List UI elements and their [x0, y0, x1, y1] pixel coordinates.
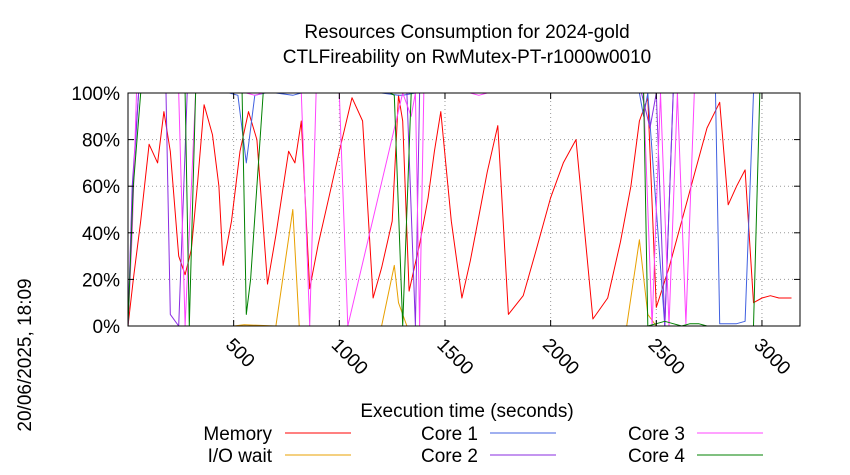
y-tick-label: 40% — [82, 224, 120, 245]
legend-label-core-3: Core 3 — [628, 424, 685, 445]
grid-lines — [128, 93, 800, 326]
x-tick-label: 1500 — [432, 335, 477, 380]
timestamp-label: 20/06/2025, 18:09 — [15, 278, 36, 431]
plot-frame — [127, 92, 801, 327]
y-tick-label: 60% — [82, 177, 120, 198]
x-tick-label: 2500 — [644, 335, 689, 380]
series-line-core-1 — [127, 92, 800, 327]
y-tick-label: 20% — [82, 270, 120, 291]
legend-label-core-2: Core 2 — [421, 446, 478, 467]
legend-label-memory: Memory — [203, 424, 272, 445]
legend-label-core-1: Core 1 — [421, 424, 478, 445]
x-tick-label: 3000 — [749, 335, 794, 380]
series-line-core-4 — [127, 92, 800, 327]
series-line-memory — [127, 94, 792, 327]
chart-title: Resources Consumption for 2024-gold — [304, 22, 629, 43]
chart-subtitle: CTLFireability on RwMutex-PT-r1000w0010 — [283, 47, 652, 68]
y-tick-label: 0% — [93, 317, 121, 338]
series-line-core-3 — [127, 92, 800, 327]
series-line-core-2 — [127, 92, 800, 327]
series-line-i-o-wait — [128, 209, 800, 327]
y-axis: 0% 20% 40% 60% 80% 100% — [71, 84, 800, 338]
y-tick-label: 100% — [71, 84, 120, 105]
x-tick-label: 2000 — [538, 335, 583, 380]
plot-series — [127, 92, 800, 327]
x-axis-label: Execution time (seconds) — [360, 401, 573, 422]
x-tick-label: 1000 — [327, 335, 372, 380]
y-tick-label: 80% — [82, 131, 120, 152]
x-tick-label: 500 — [221, 335, 258, 372]
legend-label-core-4: Core 4 — [628, 446, 685, 467]
legend-label-i-o-wait: I/O wait — [208, 446, 273, 467]
